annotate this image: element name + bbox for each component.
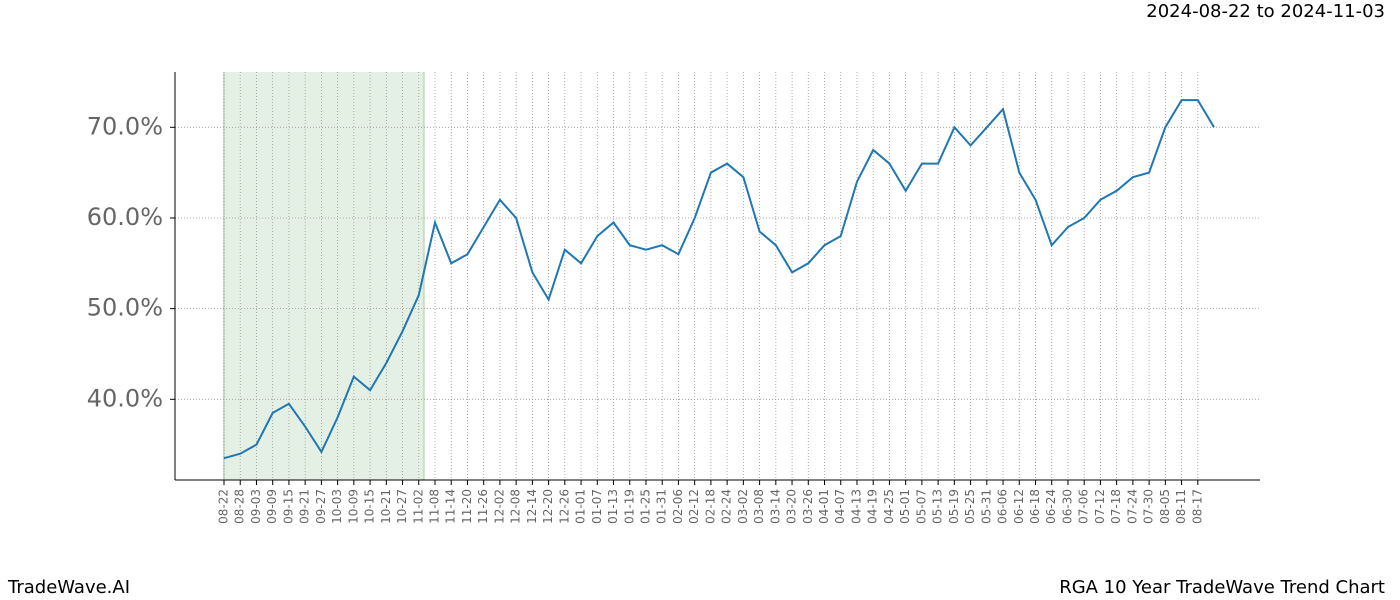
x-tick-label: 11-02 xyxy=(411,489,425,524)
x-tick-label: 07-24 xyxy=(1125,489,1139,524)
x-tick-label: 08-11 xyxy=(1174,489,1188,524)
x-tick-label: 12-02 xyxy=(492,489,506,524)
x-tick-label: 04-07 xyxy=(833,489,847,524)
x-tick-label: 07-30 xyxy=(1142,489,1156,524)
x-tick-label: 11-14 xyxy=(444,489,458,524)
x-tick-label: 10-27 xyxy=(395,489,409,524)
x-tick-label: 03-02 xyxy=(736,489,750,524)
x-tick-label: 10-03 xyxy=(330,489,344,524)
x-tick-label: 05-31 xyxy=(979,489,993,524)
chart-subtitle: 2024-08-22 to 2024-11-03 xyxy=(1146,1,1385,22)
x-tick-label: 01-07 xyxy=(590,489,604,524)
x-tick-label: 06-12 xyxy=(1012,489,1026,524)
x-tick-label: 06-30 xyxy=(1060,489,1074,524)
x-tick-label: 12-08 xyxy=(509,489,523,524)
x-tick-label: 08-22 xyxy=(217,489,231,524)
x-tick-label: 05-01 xyxy=(898,489,912,524)
x-tick-label: 04-13 xyxy=(849,489,863,524)
brand: TradeWave.AI xyxy=(7,577,130,598)
x-tick-label: 09-09 xyxy=(265,489,279,524)
y-tick-label: 50.0% xyxy=(87,294,163,322)
x-tick-label: 11-08 xyxy=(427,489,441,524)
y-tick-label: 60.0% xyxy=(87,203,163,231)
chart-title: RGA 10 Year TradeWave Trend Chart xyxy=(1059,577,1385,598)
x-tick-label: 03-08 xyxy=(752,489,766,524)
x-tick-label: 12-26 xyxy=(557,489,571,524)
x-tick-label: 07-18 xyxy=(1109,489,1123,524)
x-tick-label: 08-28 xyxy=(233,489,247,524)
x-tick-label: 12-20 xyxy=(541,489,555,524)
x-tick-label: 05-25 xyxy=(963,489,977,524)
x-tick-label: 01-25 xyxy=(638,489,652,524)
x-tick-label: 11-20 xyxy=(460,489,474,524)
x-tick-label: 04-01 xyxy=(817,489,831,524)
x-tick-label: 04-19 xyxy=(866,489,880,524)
y-tick-label: 70.0% xyxy=(87,112,163,140)
x-tick-label: 10-09 xyxy=(346,489,360,524)
x-tick-label: 07-06 xyxy=(1077,489,1091,524)
x-tick-label: 05-13 xyxy=(931,489,945,524)
x-tick-label: 02-12 xyxy=(687,489,701,524)
x-tick-label: 01-01 xyxy=(574,489,588,524)
x-tick-label: 11-26 xyxy=(476,489,490,524)
x-tick-label: 08-05 xyxy=(1158,489,1172,524)
x-tick-label: 09-15 xyxy=(281,489,295,524)
x-tick-label: 04-25 xyxy=(882,489,896,524)
x-tick-label: 12-14 xyxy=(525,489,539,524)
x-tick-label: 05-07 xyxy=(914,489,928,524)
x-tick-label: 03-20 xyxy=(785,489,799,524)
x-tick-label: 02-06 xyxy=(671,489,685,524)
x-tick-label: 02-24 xyxy=(720,489,734,524)
x-tick-label: 01-31 xyxy=(655,489,669,524)
x-tick-label: 06-06 xyxy=(996,489,1010,524)
x-tick-label: 10-15 xyxy=(363,489,377,524)
x-tick-label: 01-19 xyxy=(622,489,636,524)
x-tick-label: 05-19 xyxy=(947,489,961,524)
x-tick-label: 09-03 xyxy=(249,489,263,524)
x-tick-label: 07-12 xyxy=(1093,489,1107,524)
x-tick-label: 03-26 xyxy=(801,489,815,524)
x-tick-label: 09-21 xyxy=(298,489,312,524)
x-tick-label: 10-21 xyxy=(379,489,393,524)
x-tick-label: 09-27 xyxy=(314,489,328,524)
x-tick-label: 01-13 xyxy=(606,489,620,524)
y-tick-label: 40.0% xyxy=(87,384,163,412)
x-tick-label: 08-17 xyxy=(1190,489,1204,524)
x-tick-label: 06-18 xyxy=(1028,489,1042,524)
x-tick-label: 03-14 xyxy=(768,489,782,524)
x-tick-label: 06-24 xyxy=(1044,489,1058,524)
trend-line xyxy=(223,99,1215,460)
highlight-span xyxy=(224,72,424,480)
x-tick-label: 02-18 xyxy=(703,489,717,524)
